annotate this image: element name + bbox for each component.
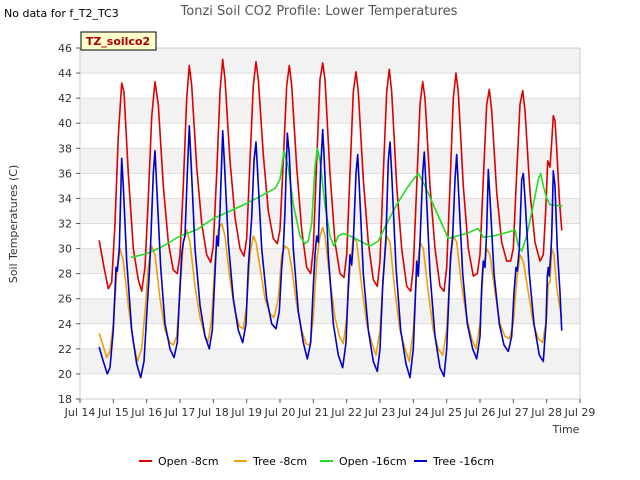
no-data-note: No data for f_T2_TC3 [4,7,119,20]
x-tick-label: Jul 15 [97,406,129,419]
x-tick-label: Jul 29 [564,406,596,419]
grid-band [80,373,580,399]
x-tick-label: Jul 21 [297,406,329,419]
series-line-open-8cm [98,58,563,292]
y-tick-label: 26 [58,293,72,306]
grid-band [80,298,580,324]
grid-band [80,348,580,374]
grid-band [80,198,580,224]
x-tick-label: Jul 19 [230,406,262,419]
series-line-tree-8cm [98,222,563,363]
y-tick-label: 46 [58,42,72,55]
legend-label-open-8cm: Open -8cm [158,455,219,468]
x-tick-label: Jul 18 [197,406,229,419]
x-tick-label: Jul 16 [130,406,162,419]
y-axis: 18 20 22 24 26 28 30 32 34 36 38 40 42 44 46 [58,42,80,406]
legend-box [80,31,157,51]
legend-label-tree-8cm: Tree -8cm [252,455,307,468]
y-tick-label: 24 [58,318,72,331]
grid-band [80,98,580,124]
x-tick-label: Jul 28 [530,406,562,419]
y-tick-label: 20 [58,368,72,381]
legend-box-label: TZ_soilco2 [86,35,150,48]
x-tick-label: Jul 22 [330,406,362,419]
y-tick-label: 32 [58,218,72,231]
x-tick-label: Jul 27 [497,406,529,419]
y-tick-label: 44 [58,67,72,80]
y-axis-label: Soil Temperatures (C) [7,165,20,284]
y-tick-label: 28 [58,268,72,281]
y-tick-label: 30 [58,243,72,256]
x-axis: Jul 14 Jul 15 Jul 16 Jul 17 Jul 18 Jul 19 Jul … [64,399,596,419]
grid-band [80,123,580,149]
y-tick-label: 18 [58,393,72,406]
y-tick-label: 36 [58,167,72,180]
x-tick-label: Jul 14 [64,406,96,419]
x-tick-label: Jul 24 [397,406,429,419]
legend-label-open-16cm: Open -16cm [339,455,407,468]
y-tick-label: 22 [58,343,72,356]
y-tick-label: 34 [58,192,72,205]
x-tick-label: Jul 26 [464,406,496,419]
y-tick-label: 42 [58,92,72,105]
chart-title: Tonzi Soil CO2 Profile: Lower Temperatur… [180,4,458,19]
series-line-open-16cm [130,147,563,259]
x-tick-label: Jul 20 [264,406,296,419]
grid-band [80,323,580,349]
x-tick-label: Jul 25 [430,406,462,419]
x-tick-label: Jul 17 [164,406,196,419]
y-tick-label: 38 [58,142,72,155]
series-legend: Open -8cm Tree -8cm Open -16cm Tree -16cm [139,455,494,468]
legend-label-tree-16cm: Tree -16cm [432,455,494,468]
grid-band [80,48,580,74]
series-line-tree-16cm [98,124,563,379]
grid-band [80,73,580,99]
x-axis-label: Time [552,423,580,436]
y-tick-label: 40 [58,117,72,130]
x-tick-label: Jul 23 [364,406,396,419]
series-layer [98,58,563,379]
